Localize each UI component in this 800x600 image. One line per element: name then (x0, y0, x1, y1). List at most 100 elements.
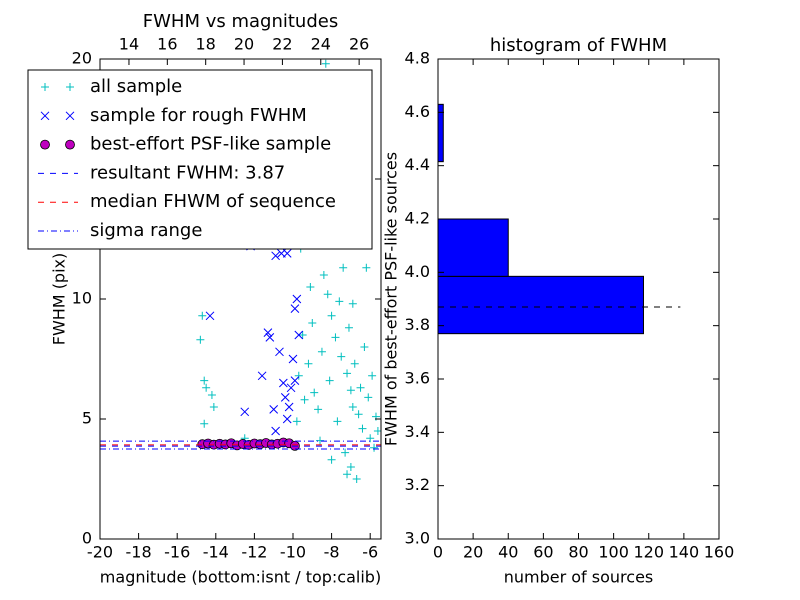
legend: all sample sample for rough FWHM best-effo… (27, 69, 373, 250)
bar (437, 218, 509, 277)
marker-plus (364, 393, 373, 402)
marker-plus (323, 290, 332, 299)
y-axis-label: FWHM (pix) (50, 253, 69, 346)
bar (437, 103, 444, 163)
y-tick-label: 3.2 (405, 475, 430, 494)
x-tick-label: 140 (669, 543, 700, 562)
y-tick-label: 4.6 (405, 102, 430, 121)
marker-plus (331, 333, 340, 342)
y-tick-label: 4.4 (405, 155, 430, 174)
x-tick-label: -20 (87, 543, 113, 562)
x-tick-label: -14 (203, 543, 229, 562)
marker-x (269, 405, 279, 414)
x-tick-label: 160 (704, 543, 735, 562)
marker-plus (292, 417, 301, 426)
legend-label: median FHWM of sequence (90, 191, 336, 212)
marker-x (286, 383, 296, 393)
x-axis-label: magnitude (bottom:isnt / top:calib) (100, 568, 381, 587)
marker-x (65, 111, 75, 121)
y-axis-label: FWHM of best-effort PSF-like sources (382, 152, 401, 446)
x2-tick-label: 14 (119, 35, 139, 54)
legend-label: best-effort PSF-like sample (90, 134, 331, 155)
marker-plus (306, 283, 315, 291)
marker-x (271, 251, 280, 261)
x-tick-label: -18 (126, 543, 152, 562)
x-tick-label: -12 (241, 543, 267, 562)
y-tick-label: 5 (82, 409, 92, 428)
chart-title: FWHM vs magnitudes (143, 11, 338, 32)
legend-label: sigma range (90, 220, 202, 241)
marker-plus (335, 297, 344, 306)
marker-plus (346, 386, 355, 395)
marker-plus (343, 470, 352, 479)
legend-label: all sample (90, 76, 182, 97)
y-tick-label: 3.0 (405, 529, 430, 548)
x2-tick-label: 24 (311, 35, 331, 54)
y-tick-label: 4.0 (405, 262, 430, 281)
marker-x (284, 402, 294, 412)
x-tick-label: 20 (463, 543, 483, 562)
marker-plus (362, 263, 371, 272)
x-axis-label: number of sources (504, 568, 654, 587)
y-tick-label: 4.2 (405, 209, 430, 228)
marker-plus (343, 369, 352, 378)
marker-x (205, 311, 215, 321)
y-tick-label: 20 (72, 49, 92, 68)
marker-plus (317, 347, 326, 356)
marker-plus (198, 311, 207, 320)
marker-plus (207, 391, 216, 399)
bar (437, 275, 644, 335)
marker-plus (319, 271, 328, 279)
marker-plus (352, 475, 361, 483)
legend-box (27, 69, 373, 250)
x2-tick-label: 18 (196, 35, 216, 54)
marker-plus (339, 263, 348, 272)
marker-x (278, 378, 288, 388)
marker-x (290, 304, 300, 313)
legend-label: resultant FWHM: 3.87 (90, 162, 285, 183)
marker-plus (325, 376, 334, 385)
y-tick-label: 0 (82, 529, 92, 548)
x-tick-label: -6 (362, 543, 378, 562)
x-tick-label: 40 (498, 543, 518, 562)
marker-x (292, 294, 302, 304)
marker-plus (348, 299, 357, 308)
x-tick-label: 60 (533, 543, 553, 562)
x2-tick-label: 16 (157, 35, 177, 54)
x-tick-label: -10 (280, 543, 306, 562)
marker-plus (327, 311, 336, 320)
marker-plus (202, 383, 211, 392)
marker-plus (200, 419, 209, 428)
marker-plus (298, 331, 307, 339)
marker-plus (358, 424, 367, 433)
x-tick-label: 0 (433, 543, 443, 562)
marker-x (257, 371, 267, 381)
marker-plus (366, 434, 375, 443)
marker-plus (300, 395, 309, 404)
marker-plus (337, 352, 346, 361)
marker-plus (370, 443, 379, 452)
marker-x (282, 414, 292, 424)
marker-x (265, 333, 275, 342)
marker-plus (200, 376, 209, 385)
y-tick-label: 3.6 (405, 369, 430, 388)
x2-tick-label: 22 (272, 35, 292, 54)
marker-x (288, 354, 298, 364)
marker-x (240, 407, 250, 417)
x-tick-label: 120 (633, 543, 664, 562)
plot-area (100, 59, 381, 483)
chart-title: histogram of FWHM (490, 35, 667, 56)
marker-x (280, 393, 290, 402)
marker-plus (356, 383, 365, 392)
marker-plus (209, 403, 218, 411)
marker-plus (321, 59, 330, 68)
y-tick-label: 4.8 (405, 49, 430, 68)
marker-x (275, 347, 284, 357)
marker-plus (346, 463, 355, 471)
marker-x (282, 249, 292, 258)
marker-x (290, 376, 300, 385)
marker-plus (327, 455, 336, 464)
marker-plus (368, 371, 377, 380)
marker-plus (196, 335, 205, 344)
